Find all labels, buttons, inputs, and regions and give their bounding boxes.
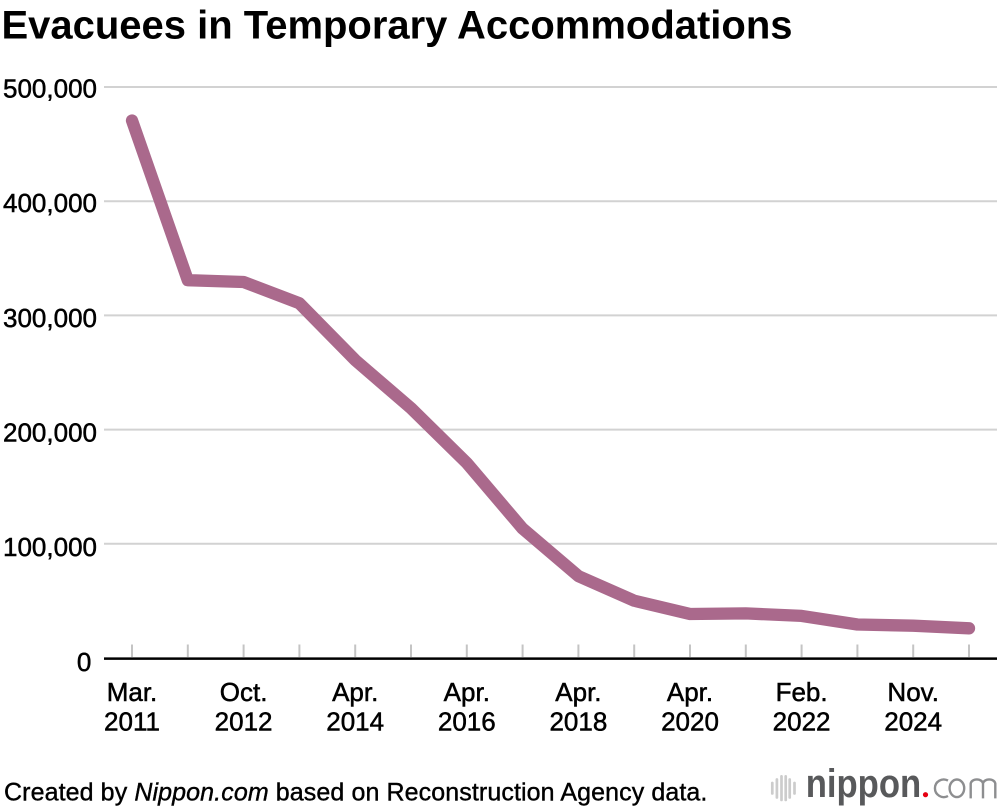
svg-text:Apr.: Apr. (667, 677, 713, 707)
svg-text:Feb.: Feb. (776, 677, 828, 707)
svg-text:Evacuees in Temporary Accommod: Evacuees in Temporary Accommodations (2, 4, 793, 48)
svg-text:Apr.: Apr. (332, 677, 378, 707)
svg-text:Apr.: Apr. (444, 677, 490, 707)
svg-text:nippon: nippon (806, 762, 922, 806)
svg-text:Created by Nippon.com based on: Created by Nippon.com based on Reconstru… (4, 779, 707, 807)
svg-text:Nov.: Nov. (887, 677, 939, 707)
svg-text:2018: 2018 (549, 707, 607, 737)
svg-text:100,000: 100,000 (3, 532, 97, 562)
svg-text:Apr.: Apr. (555, 677, 601, 707)
svg-text:Mar.: Mar. (107, 677, 158, 707)
svg-text:300,000: 300,000 (3, 303, 97, 333)
svg-text:400,000: 400,000 (3, 188, 97, 218)
svg-text:500,000: 500,000 (3, 74, 97, 104)
svg-text:0: 0 (77, 647, 91, 677)
svg-text:2012: 2012 (215, 707, 273, 737)
svg-text:2024: 2024 (884, 707, 942, 737)
svg-text:2011: 2011 (104, 707, 160, 737)
svg-text:2020: 2020 (661, 707, 719, 737)
svg-text:200,000: 200,000 (3, 417, 97, 447)
svg-text:2014: 2014 (326, 707, 384, 737)
svg-text:2022: 2022 (773, 707, 831, 737)
svg-text:2016: 2016 (438, 707, 496, 737)
svg-text:Oct.: Oct. (220, 677, 268, 707)
